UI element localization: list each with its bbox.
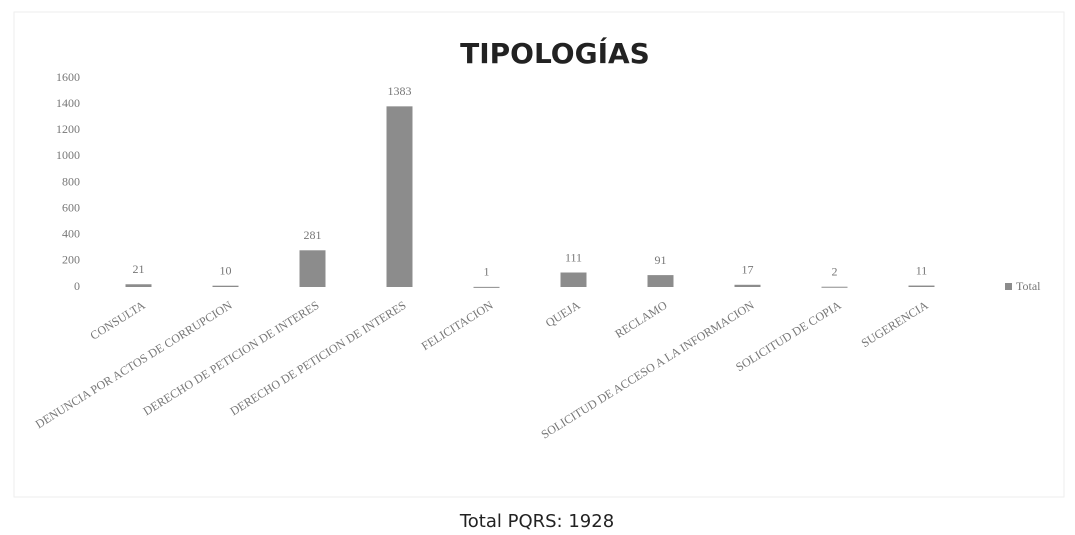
x-tick-label: QUEJA <box>543 298 583 330</box>
bar <box>386 106 413 287</box>
y-tick-label: 200 <box>62 253 80 267</box>
legend-swatch <box>1005 283 1012 290</box>
bar <box>473 286 500 288</box>
data-label: 17 <box>742 263 754 277</box>
y-tick-label: 0 <box>74 279 80 293</box>
frame <box>13 11 1065 498</box>
y-tick-label: 1200 <box>56 122 80 136</box>
data-label: 1 <box>484 265 490 279</box>
chart-title: TIPOLOGÍAS <box>460 36 650 70</box>
legend-label: Total <box>1016 279 1041 293</box>
x-tick-label: RECLAMO <box>612 298 669 341</box>
bar <box>647 275 674 287</box>
y-tick-label: 400 <box>62 227 80 241</box>
y-tick-label: 1600 <box>56 70 80 84</box>
y-tick-label: 1000 <box>56 148 80 162</box>
bar <box>821 286 848 288</box>
data-label: 10 <box>220 263 232 277</box>
x-tick-label: DERECHO DE PETICION DE INTERES <box>228 298 409 418</box>
bar <box>299 250 326 287</box>
x-tick-label: FELICITACION <box>419 298 496 353</box>
data-label: 111 <box>565 250 582 264</box>
data-label: 21 <box>133 262 145 276</box>
bar <box>734 284 761 287</box>
data-label: 2 <box>832 264 838 278</box>
bar <box>212 285 239 287</box>
total-note: Total PQRS: 1928 <box>459 511 614 532</box>
data-label: 91 <box>655 253 667 267</box>
y-tick-label: 1400 <box>56 96 80 110</box>
bar <box>908 285 935 287</box>
bar <box>560 272 587 287</box>
y-tick-label: 800 <box>62 174 80 188</box>
x-tick-label: DERECHO DE PETICION DE INTERES <box>141 298 322 418</box>
y-tick-label: 600 <box>62 200 80 214</box>
data-label: 1383 <box>388 84 412 98</box>
bar <box>125 284 152 287</box>
x-tick-label: SUGERENCIA <box>859 298 931 350</box>
x-tick-label: CONSULTA <box>88 298 148 343</box>
data-label: 11 <box>916 263 928 277</box>
data-label: 281 <box>304 228 322 242</box>
